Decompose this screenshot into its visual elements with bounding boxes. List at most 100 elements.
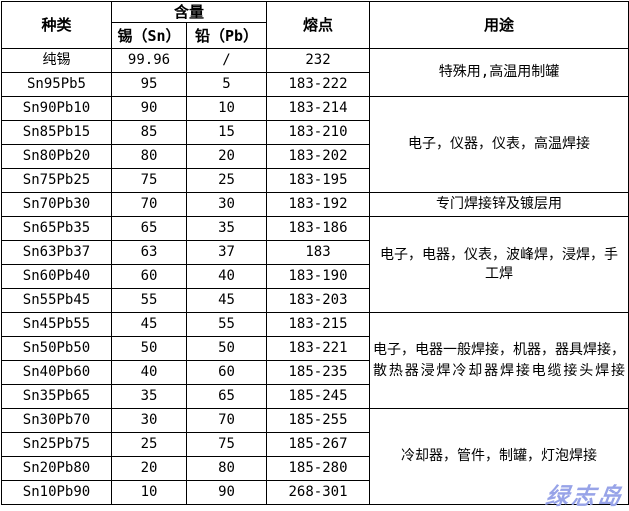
tin-content-cell: 63 (111, 240, 187, 266)
tin-content-cell: 20 (111, 456, 187, 482)
lead-content-cell: / (185, 48, 268, 74)
lead-content-cell: 40 (185, 264, 268, 290)
alloy-type-cell: Sn75Pb25 (1, 168, 112, 194)
lead-content-cell: 37 (185, 240, 268, 266)
alloy-type-cell: Sn20Pb80 (1, 456, 112, 482)
lead-content-cell: 55 (185, 312, 268, 338)
tin-content-cell: 10 (111, 480, 187, 506)
table-row: Sn65Pb35 65 35 183-186 电子，电器，仪表，波峰焊，浸焊，手… (1, 216, 629, 314)
tin-content-cell: 90 (111, 96, 187, 122)
melting-point-cell: 183-190 (266, 264, 371, 290)
lead-content-cell: 90 (185, 480, 268, 506)
alloy-type-cell: Sn45Pb55 (1, 312, 112, 338)
lead-content-cell: 60 (185, 360, 268, 386)
alloy-type-cell: Sn30Pb70 (1, 408, 112, 434)
lead-content-cell: 5 (185, 72, 268, 98)
tin-content-cell: 99.96 (111, 48, 187, 74)
table-row: Sn90Pb10 90 10 183-214 电子，仪器，仪表，高温焊接 (1, 96, 629, 194)
melting-point-cell: 183-195 (266, 168, 371, 194)
alloy-type-cell: Sn50Pb50 (1, 336, 112, 362)
alloy-type-cell: Sn95Pb5 (1, 72, 112, 98)
melting-point-cell: 183-215 (266, 312, 371, 338)
melting-point-cell: 268-301 (266, 480, 371, 506)
melting-point-cell: 185-267 (266, 432, 371, 458)
table-row: Sn25Pb75 25 75 185-267 (1, 432, 629, 458)
watermark: 绿志岛 (543, 484, 626, 510)
melting-point-cell: 183 (266, 240, 371, 266)
table-row: Sn45Pb55 45 55 183-215 电子，电器一般焊接，机器，器具焊接… (1, 312, 629, 410)
lead-content-cell: 20 (185, 144, 268, 170)
usage-cell: 特殊用,高温用制罐 (369, 48, 629, 98)
melting-point-cell: 185-280 (266, 456, 371, 482)
tin-content-cell: 75 (111, 168, 187, 194)
table-row: Sn70Pb30 70 30 183-192 专门焊接锌及镀层用 (1, 192, 629, 218)
melting-point-cell: 183-221 (266, 336, 371, 362)
usage-cell: 电子，电器一般焊接，机器，器具焊接，散热器浸焊冷却器焊接电缆接头焊接 (369, 312, 629, 410)
melting-point-cell: 183-214 (266, 96, 371, 122)
header-kind: 种类 (1, 0, 112, 50)
usage-cell: 电子，仪器，仪表，高温焊接 (369, 96, 629, 194)
tin-content-cell: 40 (111, 360, 187, 386)
usage-cell: 电子，电器，仪表，波峰焊，浸焊，手工焊 (369, 216, 629, 314)
tin-content-cell: 60 (111, 264, 187, 290)
table-row: 纯锡 99.96 / 232 特殊用,高温用制罐 (1, 48, 629, 98)
melting-point-cell: 183-202 (266, 144, 371, 170)
tin-content-cell: 95 (111, 72, 187, 98)
alloy-type-cell: Sn25Pb75 (1, 432, 112, 458)
alloy-type-cell: 纯锡 (1, 48, 112, 74)
alloy-type-cell: Sn70Pb30 (1, 192, 112, 218)
lead-content-cell: 15 (185, 120, 268, 146)
alloy-type-cell: Sn85Pb15 (1, 120, 112, 146)
alloy-type-cell: Sn60Pb40 (1, 264, 112, 290)
header-tin: 锡（Sn） (111, 22, 187, 50)
table-row: Sn95Pb5 95 5 183-222 (1, 72, 629, 98)
lead-content-cell: 35 (185, 216, 268, 242)
lead-content-cell: 10 (185, 96, 268, 122)
header-row-1: 种类 含量 熔点 用途 (1, 0, 629, 50)
tin-content-cell: 30 (111, 408, 187, 434)
melting-point-cell: 183-222 (266, 72, 371, 98)
melting-point-cell: 183-186 (266, 216, 371, 242)
alloy-type-cell: Sn63Pb37 (1, 240, 112, 266)
melting-point-cell: 185-255 (266, 408, 371, 434)
lead-content-cell: 65 (185, 384, 268, 410)
lead-content-cell: 80 (185, 456, 268, 482)
melting-point-cell: 185-245 (266, 384, 371, 410)
tin-content-cell: 85 (111, 120, 187, 146)
table-row: Sn35Pb65 35 65 185-245 (1, 384, 629, 410)
header-lead: 铅（Pb） (185, 22, 268, 50)
lead-content-cell: 30 (185, 192, 268, 218)
tin-content-cell: 70 (111, 192, 187, 218)
usage-cell: 专门焊接锌及镀层用 (369, 192, 629, 218)
alloy-type-cell: Sn80Pb20 (1, 144, 112, 170)
melting-point-cell: 183-203 (266, 288, 371, 314)
alloy-type-cell: Sn10Pb90 (1, 480, 112, 506)
tin-content-cell: 65 (111, 216, 187, 242)
header-row-2: 锡（Sn） 铅（Pb） (2, 22, 629, 50)
table-row: Sn40Pb60 40 60 185-235 (1, 360, 629, 386)
table-row: Sn85Pb15 85 15 183-210 (1, 120, 629, 146)
table-row: Sn30Pb70 30 70 185-255 冷却器，管件，制罐，灯泡焊接 (1, 408, 629, 506)
lead-content-cell: 25 (185, 168, 268, 194)
melting-point-cell: 183-192 (266, 192, 371, 218)
lead-content-cell: 70 (185, 408, 268, 434)
header-melting-point: 熔点 (266, 0, 371, 50)
lead-content-cell: 75 (185, 432, 268, 458)
tin-content-cell: 45 (111, 312, 187, 338)
lead-content-cell: 45 (185, 288, 268, 314)
alloy-type-cell: Sn40Pb60 (1, 360, 112, 386)
alloy-type-cell: Sn35Pb65 (1, 384, 112, 410)
tin-content-cell: 55 (111, 288, 187, 314)
table-row: Sn80Pb20 80 20 183-202 (1, 144, 629, 170)
melting-point-cell: 185-235 (266, 360, 371, 386)
tin-content-cell: 50 (111, 336, 187, 362)
header-usage: 用途 (369, 0, 629, 50)
alloy-type-cell: Sn65Pb35 (1, 216, 112, 242)
header-content: 含量 (110, 0, 268, 24)
tin-content-cell: 35 (111, 384, 187, 410)
tin-content-cell: 25 (111, 432, 187, 458)
usage-cell: 冷却器，管件，制罐，灯泡焊接 (369, 408, 629, 506)
tin-content-cell: 80 (111, 144, 187, 170)
table-row: Sn10Pb90 10 90 268-301 (1, 480, 629, 506)
